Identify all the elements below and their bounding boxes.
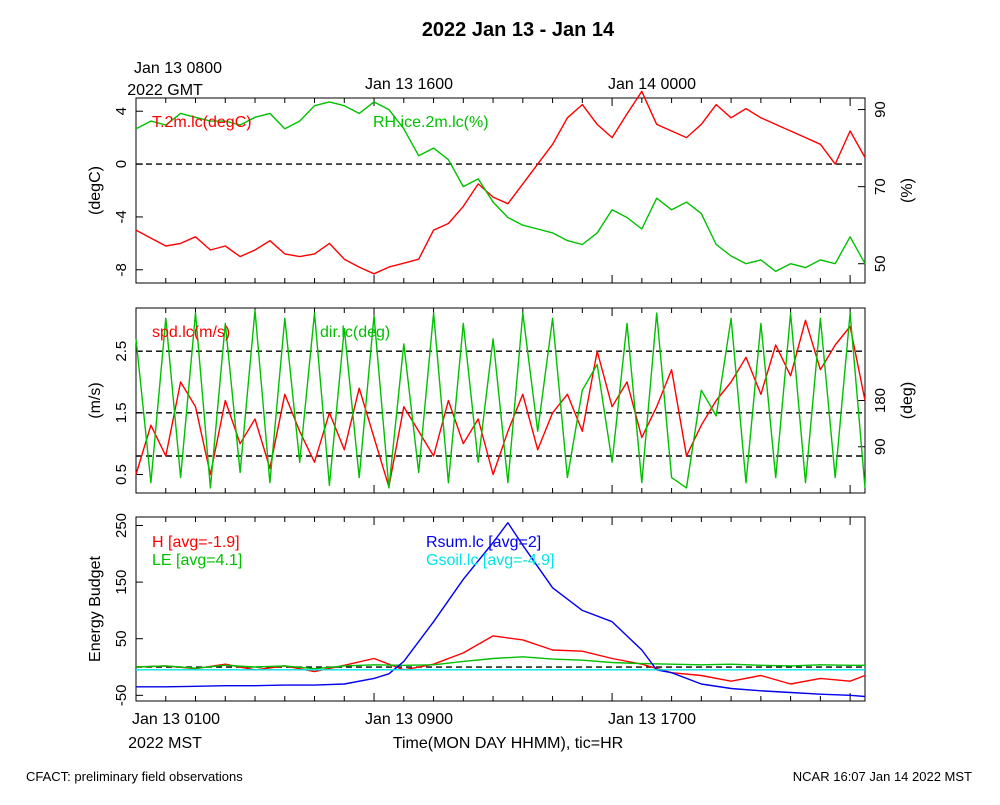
bottom-axis-tick-label: Jan 13 1700 (608, 711, 696, 728)
panel-temperature-rh: 4 0 -4 -8 (degC) 90 70 50 (%) T.2m.lc(degC) RH.ice… (87, 90, 916, 284)
legend-label: spd.lc(m/s) (152, 324, 230, 341)
y-tick-label-left: -50 (113, 684, 130, 706)
top-axis-tick-label: Jan 14 0000 (608, 76, 696, 93)
panel-wind: 0.5 1.5 2.5 (m/s) 90 180 (deg) spd.lc(m/s) dir.l… (87, 307, 916, 494)
series-line-t-2m-lc-degc- (135, 90, 866, 275)
footer-right: NCAR 16:07 Jan 14 2022 MST (793, 769, 972, 784)
y-tick-label-left: 250 (113, 513, 130, 538)
y-tick-label-left: 2.5 (113, 341, 130, 362)
series-line-rh-ice-2m-lc- (135, 101, 866, 273)
bottom-axis-tick-label: Jan 13 0900 (365, 711, 453, 728)
series-line-le (135, 656, 865, 670)
top-axis-tick-label: Jan 13 1600 (365, 76, 453, 93)
y-axis-label-left: Energy Budget (87, 556, 104, 662)
series-line-spd-lc-m-s- (135, 319, 866, 488)
plot-frame (135, 516, 866, 702)
top-axis-start-year: 2022 GMT (127, 82, 203, 99)
series-line-dir-lc-deg- (135, 309, 866, 489)
y-tick-label-right: 90 (872, 101, 889, 118)
y-tick-label-right: 180 (872, 388, 889, 413)
y-tick-label-left: -4 (113, 210, 130, 223)
chart-title: 2022 Jan 13 - Jan 14 (422, 19, 615, 41)
legend-label: H [avg=-1.9] (152, 534, 240, 551)
y-axis-label-left: (degC) (87, 166, 104, 215)
y-tick-label-left: 4 (113, 107, 130, 115)
bottom-axis-start-label: Jan 13 0100 (132, 711, 220, 728)
y-tick-label-right: 70 (872, 178, 889, 195)
y-tick-label-left: 50 (113, 630, 130, 647)
legend-label: dir.lc(deg) (320, 324, 390, 341)
series-line-rsum-lc (136, 522, 866, 698)
legend-label: Gsoil.lc [avg=-4.9] (426, 552, 555, 569)
footer-left: CFACT: preliminary field observations (26, 769, 243, 784)
y-axis-label-right: (deg) (899, 382, 916, 419)
y-tick-label-left: 150 (113, 570, 130, 595)
y-tick-label-right: 50 (872, 255, 889, 272)
y-axis-label-left: (m/s) (87, 382, 104, 418)
y-tick-label-left: 1.5 (113, 402, 130, 423)
y-tick-label-right: 90 (872, 438, 889, 455)
legend-label: Rsum.lc [avg=2] (426, 534, 541, 551)
plot-frame (135, 97, 866, 284)
y-tick-label-left: 0 (113, 160, 130, 168)
x-axis-label: Time(MON DAY HHMM), tic=HR (393, 735, 623, 752)
y-tick-label-left: 0.5 (113, 464, 130, 485)
legend-label: RH.ice.2m.lc(%) (373, 114, 489, 131)
legend-label: LE [avg=4.1] (152, 552, 242, 569)
y-axis-label-right: (%) (899, 178, 916, 203)
top-axis-start-label: Jan 13 0800 (134, 60, 222, 77)
panel-energy-budget: 250 150 50 -50 Energy Budget H [avg=-1.9]LE [… (87, 513, 866, 706)
bottom-axis-start-year: 2022 MST (128, 735, 202, 752)
y-tick-label-left: -8 (113, 263, 130, 276)
legend-label: T.2m.lc(degC) (152, 114, 252, 131)
